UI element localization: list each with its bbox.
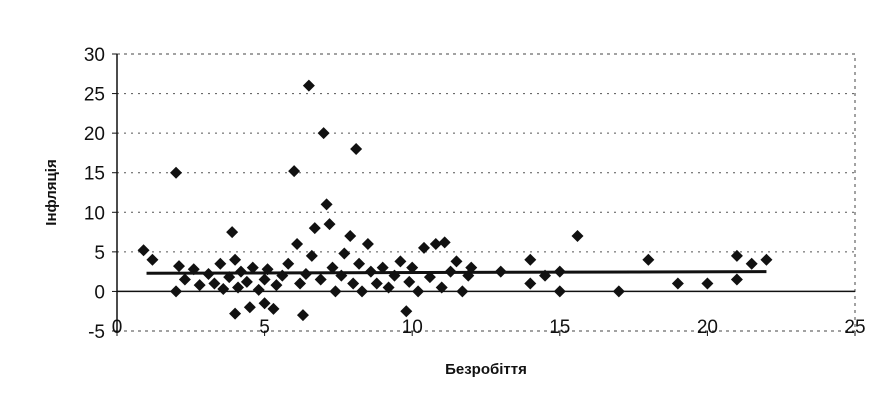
data-point (370, 277, 383, 290)
data-point (403, 275, 416, 288)
x-tick-label: 5 (259, 317, 270, 338)
data-point (745, 257, 758, 270)
data-point (246, 261, 259, 274)
x-tick-label: 10 (402, 317, 423, 338)
data-point (320, 198, 333, 211)
y-tick-label: 20 (84, 124, 105, 145)
data-point (170, 285, 183, 298)
data-points (137, 79, 773, 322)
data-point (282, 257, 295, 270)
y-tick-label: 25 (84, 85, 105, 106)
data-point (524, 277, 537, 290)
x-tick-label: 25 (844, 317, 865, 338)
data-point (252, 283, 265, 296)
data-point (400, 305, 413, 318)
data-point (418, 241, 431, 254)
data-point (232, 281, 245, 294)
data-point (229, 307, 242, 320)
data-point (243, 301, 256, 314)
data-point (347, 277, 360, 290)
data-point (571, 230, 584, 243)
data-point (612, 285, 625, 298)
data-point (208, 277, 221, 290)
data-point (760, 253, 773, 266)
y-tick-label: 30 (84, 45, 105, 66)
data-point (671, 277, 684, 290)
data-point (356, 285, 369, 298)
data-point (382, 281, 395, 294)
tick-labels: -5 0 5 10 15 20 25 30 0 5 10 15 20 25 (84, 45, 866, 343)
data-point (172, 260, 185, 273)
data-point (270, 279, 283, 292)
data-point (376, 261, 389, 274)
data-point (317, 127, 330, 140)
y-tick-label: 5 (94, 243, 105, 264)
data-point (553, 285, 566, 298)
data-point (642, 253, 655, 266)
data-point (146, 253, 159, 266)
data-point (465, 261, 478, 274)
data-point (701, 277, 714, 290)
x-tick-label: 20 (697, 317, 718, 338)
data-point (394, 255, 407, 268)
data-point (323, 218, 336, 231)
data-point (456, 285, 469, 298)
data-point (438, 236, 451, 249)
data-point (226, 226, 239, 239)
data-point (137, 244, 150, 257)
data-point (302, 79, 315, 92)
data-point (258, 273, 271, 286)
y-tick-label: 15 (84, 164, 105, 185)
data-point (450, 255, 463, 268)
data-point (524, 253, 537, 266)
data-point (296, 309, 309, 322)
data-point (258, 297, 271, 310)
data-point (170, 166, 183, 179)
data-point (730, 273, 743, 286)
data-point (288, 165, 301, 178)
data-point (435, 281, 448, 294)
x-tick-label: 0 (112, 317, 123, 338)
data-point (353, 257, 366, 270)
data-point (350, 142, 363, 155)
data-point (326, 261, 339, 274)
data-point (361, 237, 374, 250)
data-point (267, 302, 280, 315)
data-point (329, 285, 342, 298)
data-point (412, 285, 425, 298)
y-axis-label: Інфляція (43, 159, 60, 225)
data-point (730, 249, 743, 262)
data-point (229, 253, 242, 266)
data-point (305, 249, 318, 262)
trend-line (146, 270, 767, 275)
data-point (214, 257, 227, 270)
data-point (406, 261, 419, 274)
data-point (308, 222, 321, 235)
data-point (193, 279, 206, 292)
y-tick-label: 0 (94, 282, 105, 303)
data-point (294, 277, 307, 290)
data-point (423, 271, 436, 284)
data-point (240, 275, 253, 288)
x-axis-label: Безробіття (445, 361, 527, 378)
data-point (429, 237, 442, 250)
data-point (178, 273, 191, 286)
data-point (291, 237, 304, 250)
data-point (344, 230, 357, 243)
x-tick-label: 15 (549, 317, 570, 338)
y-tick-label: 10 (84, 203, 105, 224)
gridlines (117, 53, 855, 253)
data-point (217, 283, 230, 296)
data-point (338, 247, 351, 260)
y-tick-label: -5 (88, 322, 105, 343)
data-point (314, 273, 327, 286)
